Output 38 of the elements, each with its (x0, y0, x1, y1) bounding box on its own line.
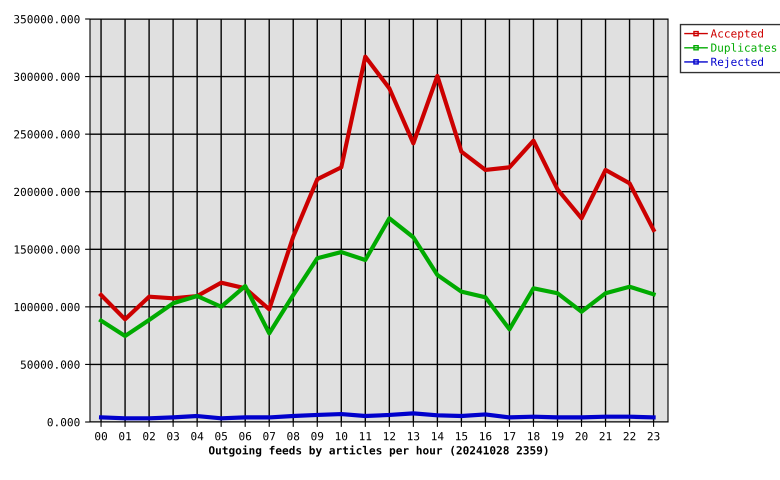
x-tick-label: 12 (384, 432, 396, 440)
x-tick-label: 10 (336, 432, 348, 440)
x-tick-label: 21 (600, 432, 612, 440)
y-tick-label: 300000.000 (14, 72, 80, 81)
x-tick-label: 17 (504, 432, 516, 440)
x-tick-label: 15 (456, 432, 468, 440)
x-tick-label: 09 (311, 432, 324, 440)
legend-label: Rejected (711, 57, 763, 68)
legend-label: Duplicates (711, 43, 776, 54)
legend-label: Accepted (710, 29, 763, 40)
x-tick-label: 01 (119, 432, 132, 440)
y-tick-label: 100000.000 (14, 302, 80, 312)
x-tick-label: 20 (576, 432, 588, 440)
x-tick-label: 11 (360, 432, 372, 440)
y-tick-label: 0.000 (48, 418, 80, 426)
line-series (98, 54, 656, 322)
x-axis-title: Outgoing feeds by articles per hour (20241028 2359) (208, 445, 548, 457)
x-tick-label: 14 (432, 432, 444, 440)
x-tick-label: 02 (143, 432, 155, 440)
x-tick-label: 04 (191, 432, 204, 440)
line-series (98, 216, 656, 338)
y-tick-label: 200000.000 (14, 188, 80, 196)
x-tick-label: 05 (215, 432, 227, 440)
x-tick-label: 08 (287, 432, 300, 440)
x-tick-label: 19 (552, 432, 564, 440)
x-tick-label: 13 (408, 432, 420, 440)
y-tick-label: 250000.000 (14, 130, 80, 139)
x-tick-label: 06 (239, 432, 252, 440)
x-tick-label: 07 (263, 432, 276, 440)
x-tick-label: 22 (624, 432, 636, 440)
y-tick-label: 350000.000 (14, 15, 80, 24)
x-tick-label: 16 (480, 432, 492, 440)
x-tick-label: 00 (95, 432, 108, 440)
x-tick-label: 23 (648, 432, 660, 440)
y-tick-label: 50000.000 (20, 360, 80, 369)
x-tick-label: 18 (528, 432, 540, 440)
x-tick-label: 03 (167, 432, 179, 440)
y-tick-label: 150000.000 (14, 245, 80, 254)
